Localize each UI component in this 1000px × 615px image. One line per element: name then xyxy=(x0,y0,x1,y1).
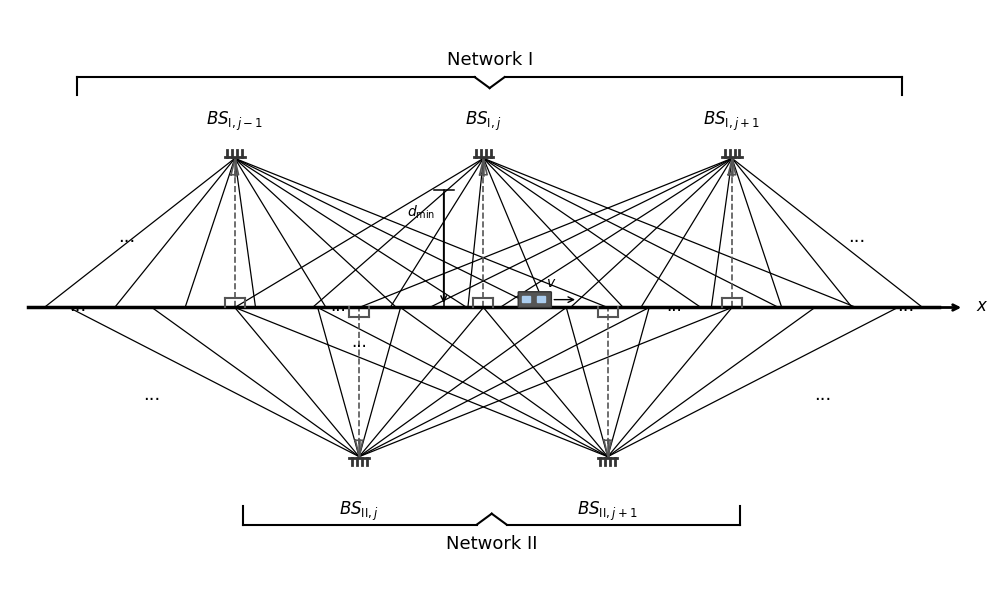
Text: Network I: Network I xyxy=(447,51,533,69)
Text: ...: ... xyxy=(143,386,161,403)
Text: $BS_{\mathrm{I},j+1}$: $BS_{\mathrm{I},j+1}$ xyxy=(703,110,761,133)
Text: Network II: Network II xyxy=(446,534,537,552)
Text: $BS_{\mathrm{II},j}$: $BS_{\mathrm{II},j}$ xyxy=(339,500,379,523)
Text: $BS_{\mathrm{II},j+1}$: $BS_{\mathrm{II},j+1}$ xyxy=(577,500,638,523)
Text: ...: ... xyxy=(815,386,832,403)
Text: ...: ... xyxy=(69,297,86,315)
Text: ...: ... xyxy=(666,297,682,315)
Text: $BS_{\mathrm{I},j}$: $BS_{\mathrm{I},j}$ xyxy=(465,110,502,133)
Bar xyxy=(522,296,530,302)
Bar xyxy=(537,296,545,302)
Text: ...: ... xyxy=(351,333,367,351)
Text: $v$: $v$ xyxy=(546,276,557,290)
FancyBboxPatch shape xyxy=(518,292,551,308)
Text: x: x xyxy=(977,297,986,315)
Text: ...: ... xyxy=(848,228,865,246)
Text: $d_{\min}$: $d_{\min}$ xyxy=(407,204,435,221)
Text: ...: ... xyxy=(897,297,915,315)
Text: $BS_{\mathrm{I},j-1}$: $BS_{\mathrm{I},j-1}$ xyxy=(206,110,263,133)
Text: ...: ... xyxy=(331,297,346,315)
Text: ...: ... xyxy=(118,228,136,246)
